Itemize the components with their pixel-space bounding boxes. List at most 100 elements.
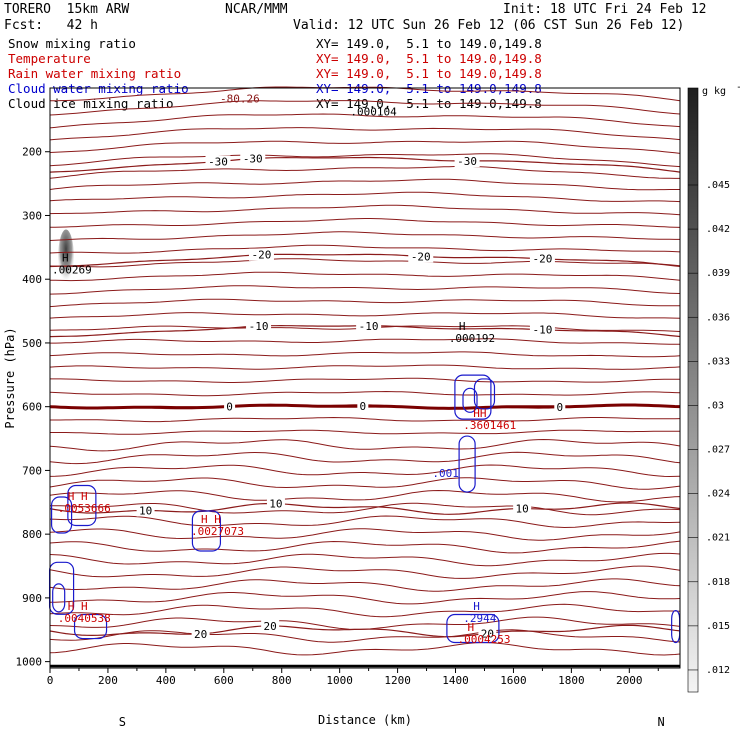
colorbar: .045 .042 .039 .036 .033 .03 .027 .024 .021 .018.… bbox=[687, 82, 740, 693]
field-xy-snow: XY= 149.0, 5.1 to 149.0,149.8 bbox=[316, 36, 542, 51]
max-value: .000192 bbox=[449, 332, 495, 345]
cloud-water-contour bbox=[67, 484, 97, 527]
isotherm-line bbox=[49, 616, 681, 630]
isotherm--20 bbox=[49, 253, 681, 268]
isotherm-line bbox=[49, 231, 680, 241]
isotherm-line bbox=[50, 429, 680, 435]
snow-shading bbox=[58, 229, 74, 286]
isotherm-label: -30 bbox=[208, 155, 228, 168]
cloud-water-contour bbox=[458, 435, 476, 493]
x-tick-label: 2000 bbox=[616, 674, 643, 687]
snow-shading-layer bbox=[58, 229, 74, 286]
field-xy-temperature: XY= 149.0, 5.1 to 149.0,149.8 bbox=[316, 51, 542, 66]
isotherm-line bbox=[49, 153, 681, 168]
cloud-water-contour bbox=[446, 613, 500, 644]
isotherm-line bbox=[49, 351, 681, 358]
isotherm-line bbox=[49, 578, 681, 592]
isotherm-line bbox=[50, 86, 681, 102]
isotherm-line bbox=[49, 271, 681, 282]
field-name-snow: Snow mixing ratio bbox=[8, 36, 136, 51]
isotherm-line bbox=[50, 502, 681, 516]
colorbar-tick-label: .024 bbox=[706, 489, 730, 500]
isotherm-label: 20 bbox=[194, 628, 207, 641]
isotherm-line bbox=[49, 464, 681, 478]
isotherm-label: -30 bbox=[457, 155, 477, 168]
max-marker: H H bbox=[68, 600, 88, 613]
isotherm-line bbox=[49, 244, 681, 254]
cloud-water-contour bbox=[52, 583, 66, 613]
x-tick-label: 600 bbox=[214, 674, 234, 687]
isotherm-line bbox=[49, 258, 681, 268]
isotherm-line bbox=[49, 451, 681, 465]
cloud-water-contour bbox=[50, 496, 73, 534]
y-tick-label: 200 bbox=[22, 146, 42, 159]
model-title: TORERO 15km ARW bbox=[4, 2, 130, 17]
isotherm-label: 0 bbox=[226, 400, 233, 413]
isotherm-line bbox=[49, 178, 680, 191]
x-tick-label: 400 bbox=[156, 674, 176, 687]
isotherm-line bbox=[49, 603, 681, 618]
isotherm-line bbox=[49, 312, 681, 319]
isotherm-line bbox=[49, 285, 681, 295]
isotherm-label: 10 bbox=[516, 503, 529, 516]
max-marker: H H bbox=[201, 513, 221, 526]
isotherm-line bbox=[49, 528, 681, 541]
colorbar-tick-label: .015 bbox=[706, 621, 730, 632]
isotherm-line bbox=[49, 113, 681, 129]
x-tick-label: 800 bbox=[272, 674, 292, 687]
max-value: .0004253 bbox=[458, 633, 511, 646]
isotherm-line bbox=[50, 591, 681, 605]
x-tick-label: 1000 bbox=[326, 674, 353, 687]
max-marker: H bbox=[473, 600, 480, 613]
isotherm-label: -10 bbox=[249, 320, 269, 333]
isotherm-label: -20 bbox=[411, 250, 431, 263]
cloud-water-contour bbox=[462, 387, 478, 413]
x-tick-label: 200 bbox=[98, 674, 118, 687]
field-name-temperature: Temperature bbox=[8, 51, 91, 66]
plot-axes: 0 200 400 600 800 1000 1200 1400 1600 1800 2000200… bbox=[3, 87, 681, 729]
max-value: .0027073 bbox=[191, 525, 244, 538]
contour-labels: -30 -30 -30 -20 -20 -20 -10 -10 -10 0 0 0 10 10 10 20 20… bbox=[52, 93, 566, 646]
valid-time: Valid: 12 UTC Sun 26 Feb 12 (06 CST Sun … bbox=[293, 18, 685, 33]
colorbar-tick-label: .039 bbox=[706, 268, 730, 279]
isotherm-line bbox=[49, 515, 681, 529]
y-tick-label: 800 bbox=[22, 528, 42, 541]
isotherm-line bbox=[49, 100, 681, 116]
x-tick-label: 1600 bbox=[500, 674, 527, 687]
isotherm-line bbox=[49, 629, 681, 643]
isotherm-line bbox=[50, 377, 681, 383]
max-value: .0053666 bbox=[58, 502, 111, 515]
x-tick-label: 1800 bbox=[558, 674, 585, 687]
max-value: .2944 bbox=[463, 612, 496, 625]
max-marker: H bbox=[62, 252, 69, 265]
max-marker: H bbox=[468, 621, 475, 634]
isotherm-line bbox=[50, 218, 681, 228]
max-value: .0040538 bbox=[58, 612, 111, 625]
isotherm-line bbox=[49, 642, 681, 656]
colorbar-tick-label: .033 bbox=[706, 356, 730, 367]
colorbar-tick-label: .042 bbox=[706, 224, 730, 235]
organization-label: NCAR/MMM bbox=[225, 2, 288, 17]
isotherm-line bbox=[49, 565, 681, 579]
isotherm-label: 0 bbox=[556, 401, 563, 414]
isotherm-label: -20 bbox=[252, 249, 272, 262]
isotherm-label: -10 bbox=[359, 320, 379, 333]
isotherm-line bbox=[50, 338, 680, 345]
colorbar-tick-label: .012 bbox=[706, 665, 730, 676]
plot-frame bbox=[49, 87, 681, 669]
isotherm-line bbox=[49, 552, 681, 567]
isotherm-line bbox=[49, 191, 681, 203]
isotherm-line bbox=[49, 438, 681, 452]
cloud-water-contour bbox=[454, 374, 492, 420]
isotherm-label: 10 bbox=[269, 498, 282, 511]
colorbar-tick-label: .036 bbox=[706, 312, 730, 323]
isotherm-line bbox=[50, 416, 681, 423]
x-tick-label: 0 bbox=[47, 674, 54, 687]
north-label: N bbox=[658, 715, 665, 729]
isotherm-10 bbox=[49, 502, 681, 515]
isotherm-line bbox=[49, 298, 680, 308]
isotherm-line bbox=[49, 364, 681, 370]
x-tick-label: 1400 bbox=[442, 674, 469, 687]
south-label: S bbox=[119, 715, 126, 729]
